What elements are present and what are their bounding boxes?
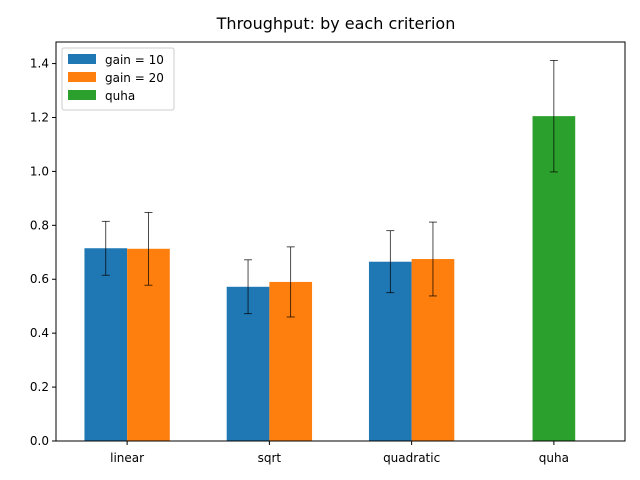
error-bars-group <box>101 59 558 318</box>
y-tick-label: 0.8 <box>30 218 49 232</box>
legend-label: gain = 20 <box>105 71 164 85</box>
bars-group <box>84 116 576 441</box>
legend-swatch <box>68 54 96 64</box>
error-bar <box>244 259 253 315</box>
error-bar <box>549 59 558 173</box>
legend-swatch <box>68 90 96 100</box>
x-tick-label: linear <box>110 451 144 465</box>
error-bar <box>428 221 437 297</box>
error-bar <box>101 220 110 276</box>
y-tick-label: 1.2 <box>30 110 49 124</box>
legend: gain = 10 gain = 20 quha <box>61 47 175 111</box>
x-tick-label: quha <box>539 451 569 465</box>
x-tick-label: sqrt <box>258 451 282 465</box>
error-bar <box>144 212 153 286</box>
y-tick-label: 0.4 <box>30 326 49 340</box>
y-tick-label: 0.2 <box>30 380 49 394</box>
legend-label: quha <box>105 89 135 103</box>
error-bar <box>386 230 395 294</box>
y-tick-label: 0.0 <box>30 434 49 448</box>
legend-label: gain = 10 <box>105 53 164 67</box>
plot-frame <box>55 41 626 442</box>
error-bar <box>286 246 295 318</box>
x-tick-label: quadratic <box>383 451 440 465</box>
legend-swatch <box>68 72 96 82</box>
y-tick-label: 0.6 <box>30 272 49 286</box>
y-tick-label: 1.0 <box>30 164 49 178</box>
chart-title: Throughput: by each criterion <box>216 14 456 33</box>
x-axis: linear sqrt quadratic quha <box>110 441 569 465</box>
y-axis: 0.0 0.2 0.4 0.6 0.8 1.0 1.2 1.4 <box>30 57 56 448</box>
y-tick-label: 1.4 <box>30 57 49 71</box>
bar-gain=10-linear <box>84 248 128 441</box>
